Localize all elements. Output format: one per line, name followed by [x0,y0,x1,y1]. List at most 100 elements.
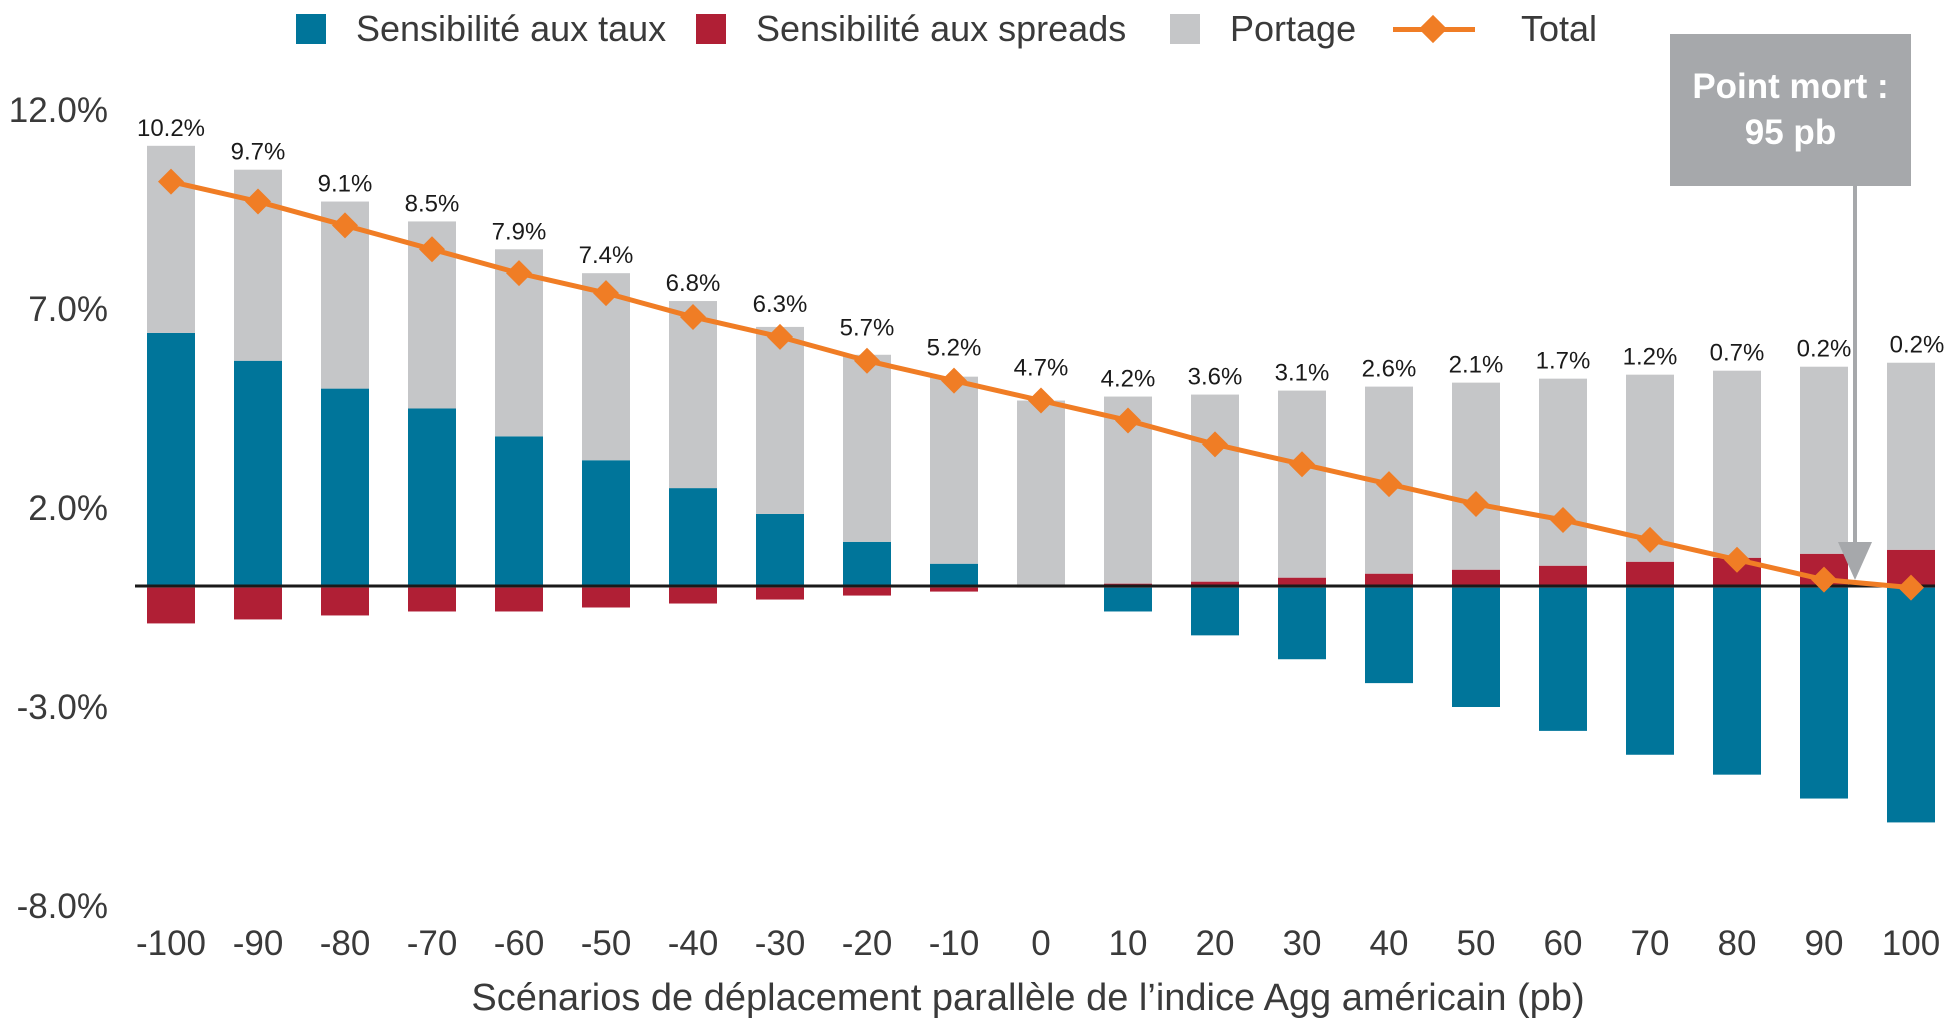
bar-rate-50 [1452,587,1500,707]
legend-swatch-rate [296,14,326,44]
total-marker-70 [1637,526,1663,553]
total-marker-30 [1289,451,1315,478]
total-data-label-50: 2.1% [1449,352,1504,379]
x-tick-label--100: -100 [136,924,206,963]
bar-rate--90 [234,360,282,588]
data-labels: 10.2% 9.7% 9.1% 8.5% 7.9% 7.4% 6.8% 6.3% 5.7% 5.2… [137,115,1944,393]
total-data-label-60: 1.7% [1536,348,1591,375]
total-marker--50 [593,280,619,307]
callout-line-1: Point mort : [1692,67,1889,106]
x-tick-label-60: 60 [1544,924,1583,963]
bar-rate-10 [1104,587,1152,612]
callout-line-2: 95 pb [1744,113,1837,152]
legend: Sensibilité aux taux Sensibilité aux spr… [0,0,1954,64]
bar-spread--20 [843,587,891,596]
total-marker--20 [854,347,880,374]
total-data-label--10: 5.2% [927,335,982,362]
x-tick-label--30: -30 [755,924,806,963]
total-data-label--30: 6.3% [753,291,808,318]
total-data-label-0: 4.7% [1014,355,1069,382]
legend-item-spread: Sensibilité aux spreads [696,8,1126,50]
bar-carry-90 [1800,366,1848,554]
bar-spread--10 [930,587,978,592]
x-axis-title: Scénarios de déplacement parallèle de l’… [471,977,1584,1019]
bar-spread-60 [1539,565,1587,588]
bar-rate-100 [1887,587,1935,823]
bar-carry--10 [930,376,978,564]
legend-item-total: Total [1393,8,1597,50]
total-marker-90 [1811,566,1837,593]
total-data-label-30: 3.1% [1275,360,1330,387]
total-marker-80 [1724,546,1750,573]
bar-carry-100 [1887,362,1935,550]
bar-spread--80 [321,587,369,616]
x-tick-label-50: 50 [1457,924,1496,963]
total-marker--100 [158,168,184,195]
x-tick-label--80: -80 [320,924,371,963]
total-marker-40 [1376,471,1402,498]
x-tick-label-10: 10 [1109,924,1148,963]
total-data-label-80: 0.7% [1710,340,1765,367]
total-data-label-20: 3.6% [1188,364,1243,391]
x-tick-label--90: -90 [233,924,284,963]
total-marker-0 [1028,387,1054,414]
bar-spread-40 [1365,573,1413,588]
total-data-label--40: 6.8% [666,270,721,297]
bar-rate--40 [669,488,717,588]
bar-rate-70 [1626,587,1674,755]
legend-swatch-total [1393,14,1475,44]
legend-label-carry: Portage [1230,8,1357,49]
total-marker--30 [767,323,793,350]
x-tick-label--10: -10 [929,924,980,963]
bar-rate--80 [321,388,369,588]
total-marker-100 [1898,574,1924,601]
x-tick-label-70: 70 [1631,924,1670,963]
total-marker--60 [506,260,532,287]
x-tick-label-30: 30 [1283,924,1322,963]
bar-rate-20 [1191,587,1239,636]
bar-rate-30 [1278,587,1326,660]
bar-spread--50 [582,587,630,608]
total-marker-60 [1550,506,1576,533]
y-tick-label-4: -8.0% [17,887,108,926]
bar-carry--30 [756,326,804,514]
bar-rate-40 [1365,587,1413,684]
bar-carry-50 [1452,382,1500,570]
legend-label-rate: Sensibilité aux taux [356,8,667,49]
total-marker--10 [941,367,967,394]
bar-rate--30 [756,513,804,588]
total-data-label-90: 0.2% [1797,336,1852,363]
bar-spread--60 [495,587,543,612]
total-data-label-100: 0.2% [1890,332,1945,359]
bar-rate--20 [843,541,891,588]
x-tick-label--70: -70 [407,924,458,963]
bar-spread--40 [669,587,717,604]
bar-carry-80 [1713,370,1761,558]
bar-rate--10 [930,563,978,588]
bar-rate-80 [1713,587,1761,775]
total-marker--90 [245,188,271,215]
x-tick-label-100: 100 [1882,924,1940,963]
y-tick-label-2: 2.0% [28,489,108,528]
legend-item-rate: Sensibilité aux taux [296,8,666,50]
bar-spread-50 [1452,569,1500,588]
total-data-label-40: 2.6% [1362,356,1417,383]
x-axis: -100 -90 -80 -70 -60 -50 -40 -30 -20 -10 0 10 20 30 40… [136,924,1940,963]
bar-carry-0 [1017,400,1065,588]
total-marker--80 [332,212,358,239]
x-tick-label--60: -60 [494,924,545,963]
y-axis: 12.0% 7.0% 2.0% -3.0% -8.0% [9,91,108,926]
total-data-label--100: 10.2% [137,115,205,142]
total-data-label--70: 8.5% [405,190,460,217]
legend-label-total: Total [1521,8,1598,49]
x-tick-label--40: -40 [668,924,719,963]
bar-carry-20 [1191,394,1239,582]
y-tick-label-3: -3.0% [17,688,108,727]
total-data-label-10: 4.2% [1101,366,1156,393]
total-data-label-70: 1.2% [1623,344,1678,371]
legend-item-carry: Portage [1170,8,1356,50]
bar-rate--70 [408,408,456,588]
total-marker-10 [1115,407,1141,434]
